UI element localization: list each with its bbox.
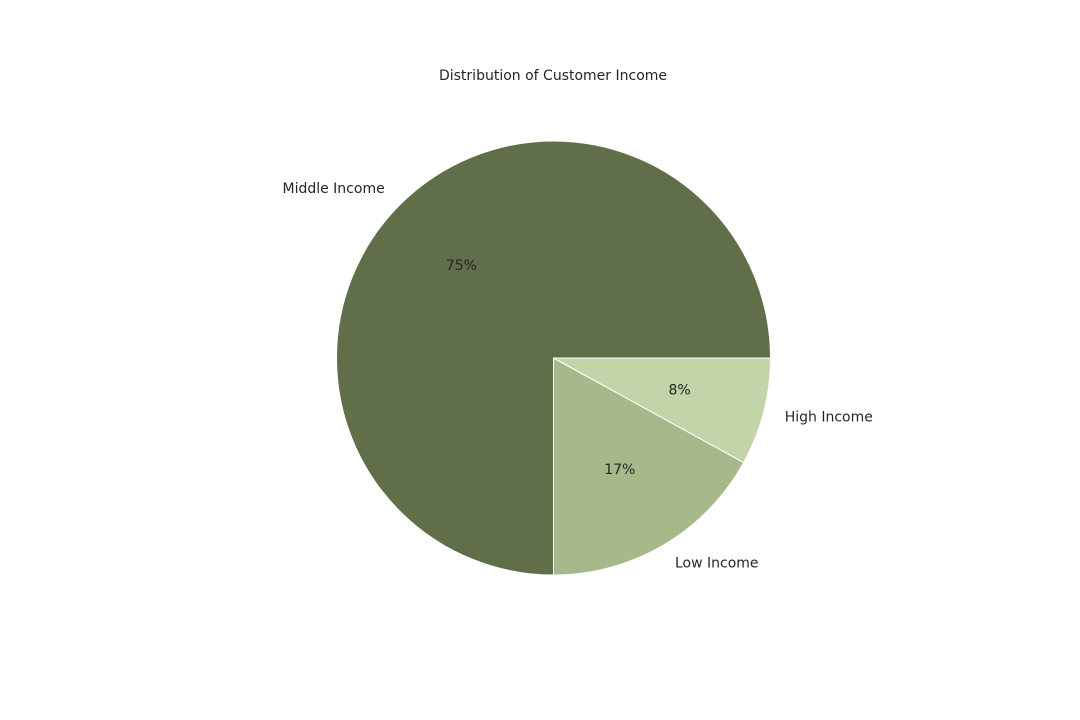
pct-label-high-income: 8% <box>669 382 691 398</box>
category-label-middle-income: Middle Income <box>282 181 384 197</box>
category-label-high-income: High Income <box>785 409 873 425</box>
category-label-low-income: Low Income <box>675 555 759 571</box>
pie-slice-high-income <box>553 357 771 464</box>
chart-title: Distribution of Customer Income <box>439 68 667 84</box>
pie-labels: 75% Middle Income 17% Low Income 8% High Inco… <box>282 181 872 571</box>
pct-label-low-income: 17% <box>604 462 635 478</box>
pie-slices <box>336 140 771 576</box>
pie-slice-low-income <box>553 357 745 576</box>
pct-label-middle-income: 75% <box>446 258 477 274</box>
